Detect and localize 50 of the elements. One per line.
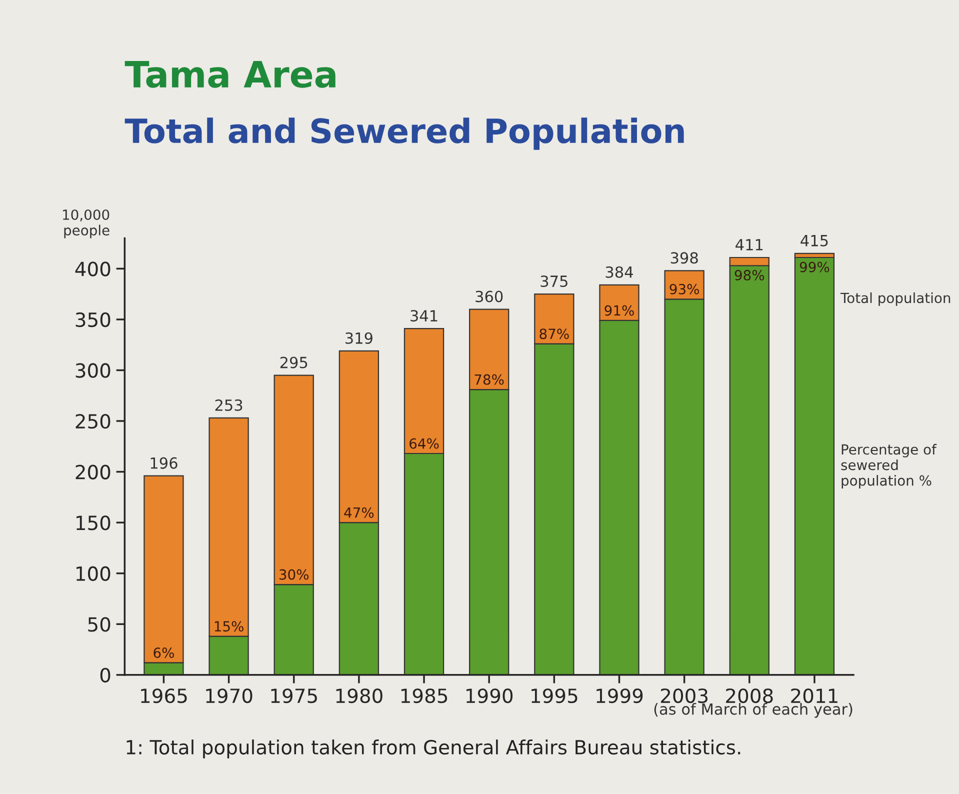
- y-tick-label: 400: [75, 262, 110, 276]
- y-tick-label: 250: [76, 414, 110, 429]
- total-label: 398: [670, 252, 698, 264]
- text: (as of March of each year): [654, 702, 852, 718]
- y-tick-label: 350: [76, 312, 110, 328]
- x-tick-label: 1965: [141, 688, 187, 704]
- annotation: 15%: [214, 621, 244, 632]
- y-tick-label: 50: [88, 617, 110, 632]
- y-tick-label: 200: [76, 464, 110, 480]
- y-tick-label: 100: [76, 566, 110, 582]
- x-tick-label: 1999: [596, 688, 643, 704]
- y-tick-label: 300: [76, 363, 110, 378]
- total-label: 253: [215, 399, 242, 411]
- chart-subtitle: Total and Sewered Population: [124, 118, 684, 150]
- total-label: 415: [800, 235, 828, 246]
- chart-title: Tama Area: [124, 61, 336, 88]
- total-label: 375: [540, 275, 568, 288]
- total-label: 196: [150, 457, 178, 469]
- annotation: 6%: [154, 647, 174, 658]
- annotation: 87%: [540, 328, 569, 340]
- x-tick-label: 1985: [401, 688, 448, 704]
- y-tick-label: 150: [76, 516, 110, 530]
- x-tick-label: 1980: [336, 688, 382, 704]
- annotation: 30%: [279, 569, 309, 580]
- total-label: 295: [280, 356, 308, 368]
- annotation: 93%: [670, 284, 699, 294]
- x-tick-label: 1995: [532, 688, 578, 704]
- x-tick-label: 1975: [271, 688, 317, 704]
- x-tick-label: 1990: [466, 688, 513, 704]
- text: Total population: [840, 292, 950, 306]
- x-tick-label: 1970: [206, 688, 252, 704]
- annotation: 47%: [344, 507, 374, 518]
- text: 1: Total population taken from General Affairs Bureau statistics.: [126, 740, 740, 758]
- total-label: 411: [736, 239, 763, 250]
- total-label: 319: [346, 332, 372, 344]
- annotation: 64%: [410, 438, 439, 449]
- annotation: 98%: [734, 270, 764, 280]
- y-tick-label: 0: [100, 668, 110, 683]
- series-label: Percentage of sewered population %: [841, 444, 937, 488]
- annotation: 91%: [604, 305, 634, 316]
- annotation: 78%: [474, 374, 504, 385]
- y-axis-title: 10,000 people: [63, 209, 110, 238]
- total-label: 341: [410, 310, 438, 322]
- x-tick-label: 2011: [791, 688, 838, 704]
- bar: [794, 256, 835, 675]
- total-label: 384: [606, 266, 633, 278]
- x-tick-label: 2003: [660, 688, 708, 704]
- annotation: 99%: [800, 262, 830, 272]
- total-label: 360: [476, 290, 503, 302]
- x-tick-label: 2008: [726, 688, 773, 704]
